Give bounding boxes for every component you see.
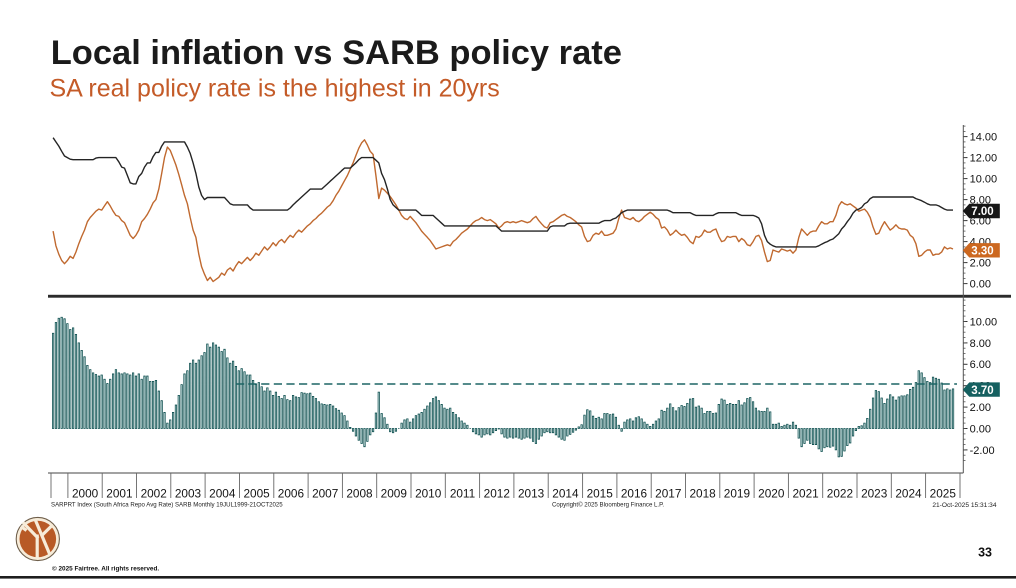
svg-text:Local inflation vs SARB policy: Local inflation vs SARB policy rate	[51, 34, 622, 72]
svg-text:2003: 2003	[175, 487, 202, 501]
svg-text:21-Oct-2025 15:31:34: 21-Oct-2025 15:31:34	[932, 502, 996, 509]
svg-text:2022: 2022	[827, 487, 853, 501]
svg-text:2004: 2004	[209, 487, 236, 501]
svg-text:8.00: 8.00	[970, 195, 991, 207]
svg-text:3.30: 3.30	[971, 246, 993, 258]
svg-text:SA real policy rate is the hig: SA real policy rate is the highest in 20…	[50, 75, 500, 103]
svg-text:2008: 2008	[346, 487, 373, 501]
svg-text:2025: 2025	[930, 487, 957, 501]
svg-text:2001: 2001	[106, 487, 132, 501]
svg-text:2012: 2012	[484, 487, 510, 501]
svg-text:SARPRT Index (South Africa Rep: SARPRT Index (South Africa Repo Avg Rate…	[51, 502, 283, 509]
svg-text:3.70: 3.70	[971, 385, 993, 397]
svg-text:2013: 2013	[518, 487, 545, 501]
svg-text:8.00: 8.00	[970, 338, 991, 350]
svg-text:2.00: 2.00	[970, 402, 991, 414]
svg-text:2020: 2020	[758, 487, 785, 501]
svg-text:2015: 2015	[587, 487, 614, 501]
svg-text:2016: 2016	[621, 487, 648, 501]
svg-text:2018: 2018	[689, 487, 716, 501]
svg-text:2006: 2006	[278, 487, 305, 501]
svg-text:Copyright© 2025 Bloomberg Fina: Copyright© 2025 Bloomberg Finance L.P.	[552, 502, 664, 509]
svg-text:2024: 2024	[895, 487, 922, 501]
svg-text:2007: 2007	[312, 487, 338, 501]
svg-text:7.00: 7.00	[971, 206, 993, 218]
svg-text:© 2025 Fairtree. All rights re: © 2025 Fairtree. All rights reserved.	[52, 565, 159, 573]
svg-text:10.00: 10.00	[970, 316, 998, 328]
svg-text:2010: 2010	[415, 487, 442, 501]
svg-text:2000: 2000	[72, 487, 99, 501]
svg-text:2009: 2009	[381, 487, 407, 501]
svg-text:2011: 2011	[450, 487, 475, 501]
svg-text:2019: 2019	[724, 487, 750, 501]
svg-text:0.00: 0.00	[970, 423, 991, 435]
svg-text:2014: 2014	[552, 487, 579, 501]
svg-text:10.00: 10.00	[970, 174, 998, 186]
svg-text:6.00: 6.00	[970, 359, 991, 371]
svg-text:-2.00: -2.00	[970, 445, 995, 457]
svg-text:2002: 2002	[141, 487, 167, 501]
svg-text:2021: 2021	[792, 487, 818, 501]
svg-text:0.00: 0.00	[970, 279, 991, 291]
svg-text:2005: 2005	[243, 487, 270, 501]
svg-text:12.00: 12.00	[970, 153, 998, 165]
svg-text:33: 33	[978, 546, 992, 560]
svg-text:14.00: 14.00	[970, 132, 998, 144]
svg-text:2.00: 2.00	[970, 258, 991, 270]
svg-text:2023: 2023	[861, 487, 888, 501]
svg-text:6.00: 6.00	[970, 216, 991, 228]
svg-text:2017: 2017	[655, 487, 681, 501]
